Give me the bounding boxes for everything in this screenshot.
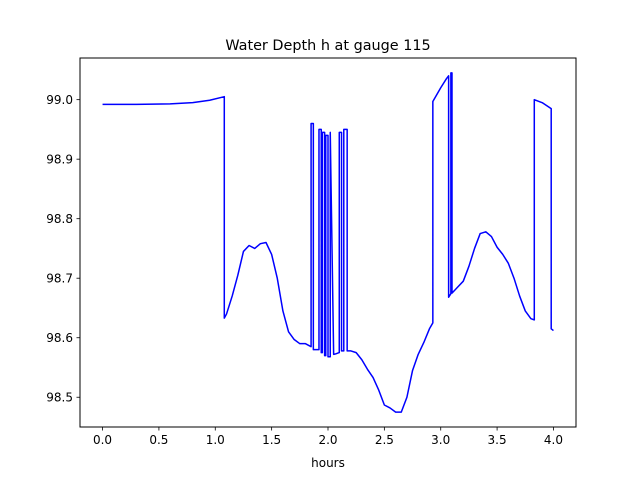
y-tick-label: 98.7 [46,272,73,286]
x-tick-label: 3.0 [431,433,450,447]
y-axis-ticks: 98.5 98.6 98.7 98.8 98.9 99.0 [46,93,80,405]
x-tick-label: 0.0 [93,433,112,447]
x-tick-label: 1.5 [262,433,281,447]
chart-title: Water Depth h at gauge 115 [225,38,430,54]
x-axis-ticks: 0.0 0.5 1.0 1.5 2.0 2.5 3.0 3.5 4.0 [93,427,563,447]
x-tick-label: 3.5 [488,433,507,447]
y-tick-label: 98.6 [46,331,73,345]
series-line-0 [102,72,554,413]
y-tick-label: 99.0 [46,93,73,107]
y-tick-label: 98.5 [46,391,73,405]
x-tick-label: 2.0 [318,433,337,447]
series-layer [102,72,554,413]
x-tick-label: 4.0 [544,433,563,447]
x-tick-label: 2.5 [375,433,394,447]
y-tick-label: 98.9 [46,152,73,166]
x-tick-label: 0.5 [149,433,168,447]
y-tick-label: 98.8 [46,212,73,226]
x-tick-label: 1.0 [206,433,225,447]
x-axis-label: hours [311,456,345,470]
